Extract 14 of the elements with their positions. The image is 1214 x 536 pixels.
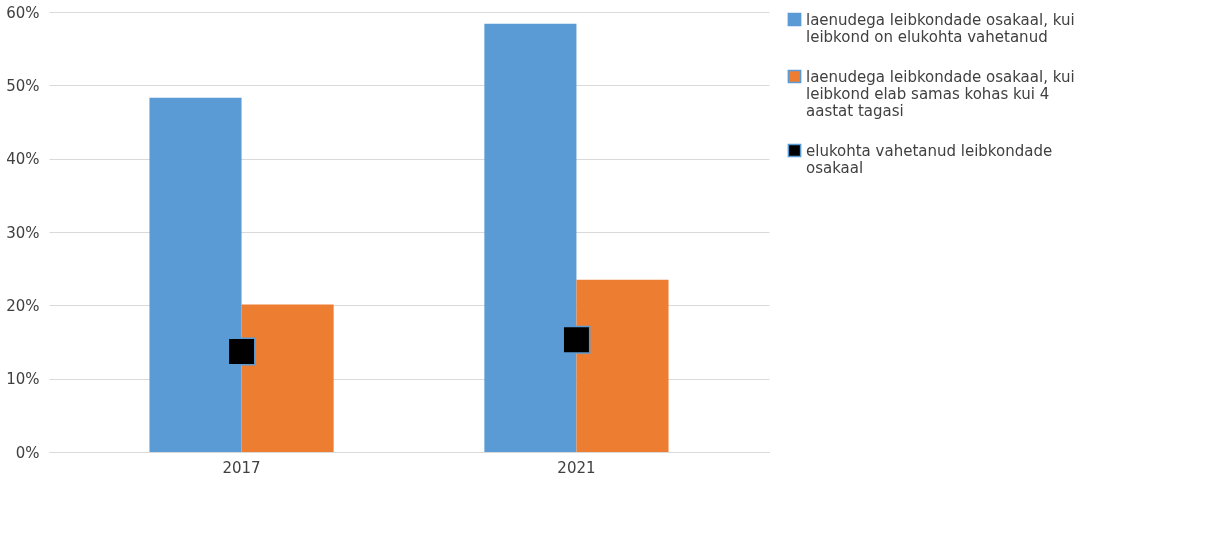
y-tick-label: 10% [6,370,40,389]
y-tick-label: 50% [6,76,40,95]
bar [576,279,669,452]
x-tick-label: 2021 [557,458,596,477]
y-tick-label: 20% [6,296,40,315]
bar [241,304,334,452]
legend-label: laenudega leibkondade osakaal, kui leibkond elab samas kohas kui 4 aastat tagasi [806,67,1075,120]
y-tick-label: 60% [6,3,40,22]
y-tick-label: 0% [15,443,40,462]
legend-label: laenudega leibkondade osakaal, kui leibkond on elukohta vahetanud [806,10,1075,46]
x-tick-label: 2017 [222,458,261,477]
y-tick-label: 40% [6,150,40,169]
legend-label: elukohta vahetanud leibkondade osakaal [806,141,1053,177]
y-tick-label: 30% [6,223,40,242]
